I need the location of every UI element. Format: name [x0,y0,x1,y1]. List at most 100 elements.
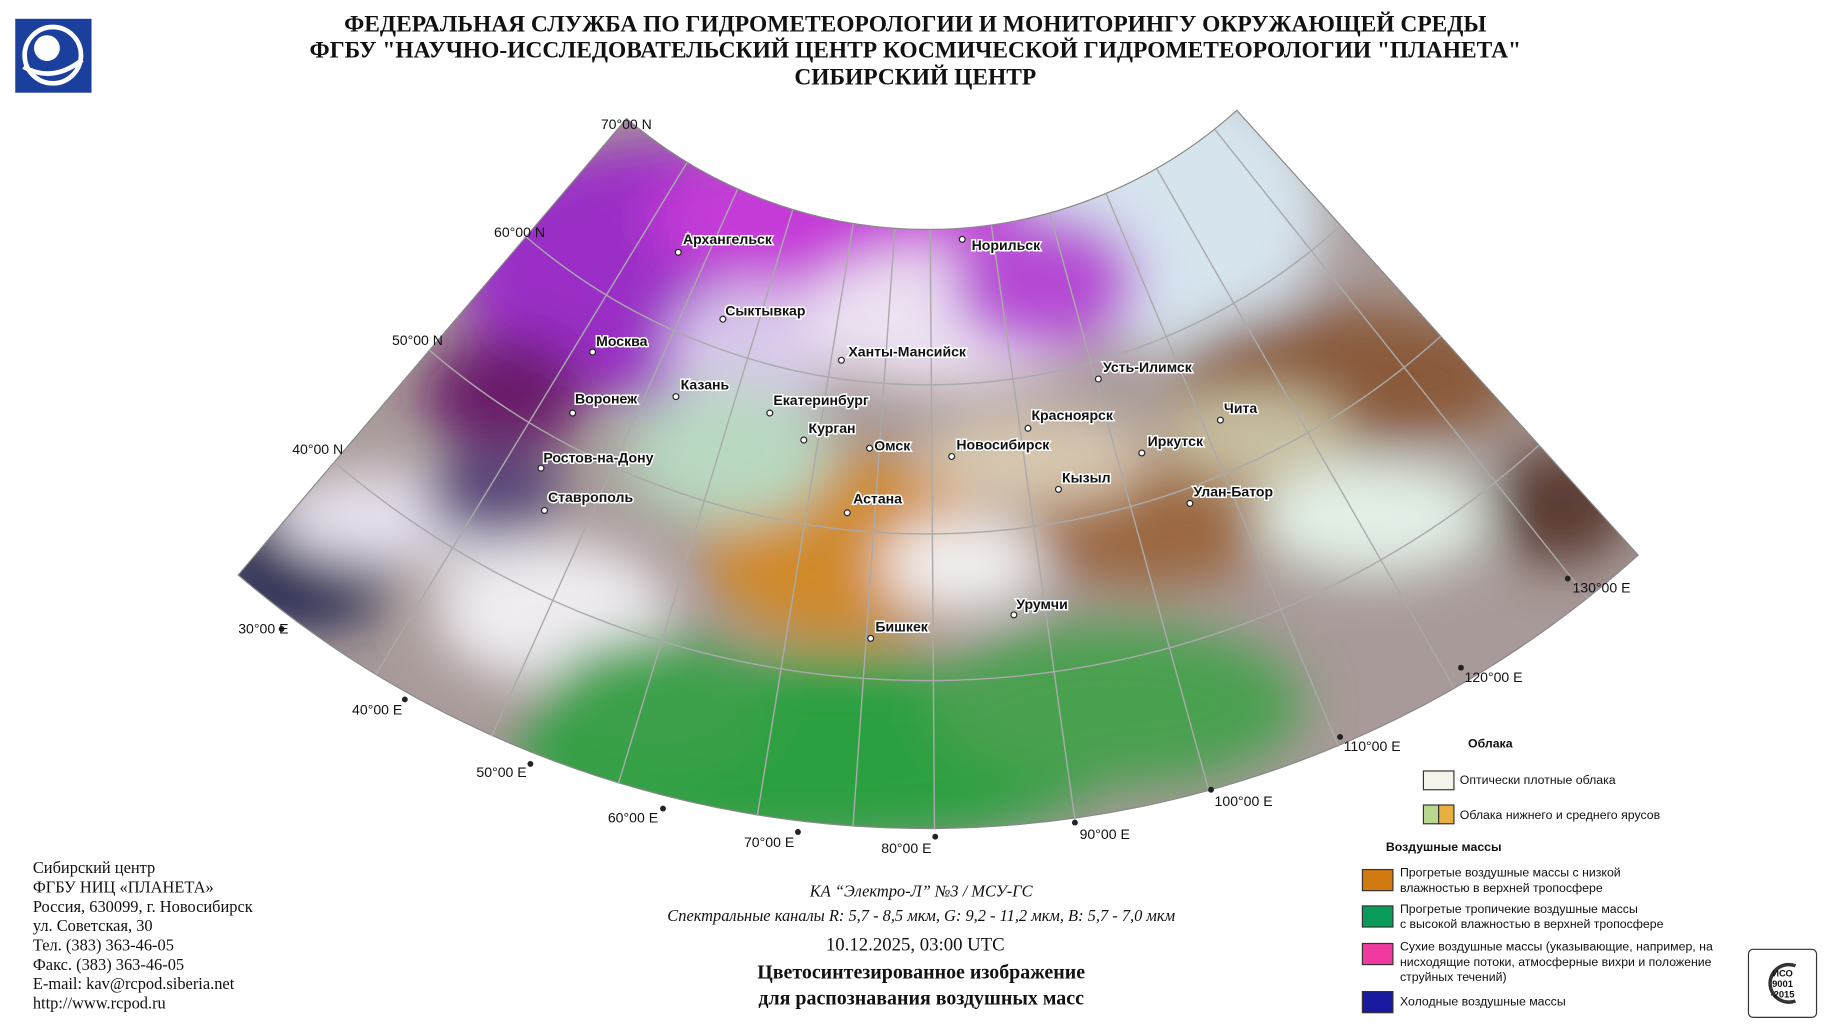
latitude-label: 40°00 N [292,441,343,457]
header-line: ФЕДЕРАЛЬНАЯ СЛУЖБА ПО ГИДРОМЕТЕОРОЛОГИИ … [344,12,1486,38]
city-dot [948,452,956,461]
graticule [333,129,1589,830]
contact-line: ФГБУ НИЦ «ПЛАНЕТА» [33,877,214,896]
header-line: СИБИРСКИЙ ЦЕНТР [794,64,1036,90]
parallel [525,225,1342,386]
city-label: Новосибирск [956,436,1050,452]
city-label: Красноярск [1031,407,1113,423]
legend-swatch [1361,868,1394,892]
header-line: ФГБУ "НАУЧНО-ИССЛЕДОВАТЕЛЬСКИЙ ЦЕНТР КОС… [310,37,1522,63]
city-label: Чита [1224,400,1257,416]
legend-swatch [1361,990,1394,1014]
air-mass-area [950,212,1139,354]
air-mass-area [539,634,775,776]
longitude-label: 80°00 E [881,840,931,856]
logo [15,18,92,93]
caption: КА “Электро-Л” №3 / МСУ-ГС Спектральные к… [667,882,1175,1010]
city-dot [837,356,845,364]
city-dot [674,248,682,256]
city-label: Иркутск [1148,433,1204,449]
city-label: Ростов-на-Дону [543,449,653,465]
latitude-label: 70°00 N [601,116,652,132]
certificate-text: ИСО [1772,968,1793,978]
city-dot [1024,424,1032,432]
contact-line: Факс. (383) 363-46-05 [33,955,184,974]
air-mass-area [1490,447,1632,565]
city-dot [719,315,727,323]
certificate-text: 9001 [1772,979,1793,989]
contact-line: ул. Советская, 30 [33,916,153,935]
city-label: Курган [809,420,856,436]
city-label: Усть-Илимск [1103,359,1193,375]
city-dot [1010,611,1018,619]
longitude-label: 70°00 E [744,834,794,850]
city-label: Воронеж [575,391,638,407]
satellite: КА “Электро-Л” №3 / МСУ-ГС [809,882,1034,901]
legend: Облака Оптически плотные облака Облака ниж… [1361,736,1713,1014]
longitude-dot [1071,819,1078,826]
city-dot [1138,449,1146,457]
air-mass-area [915,411,1150,506]
city-dot [540,506,549,514]
caption-title: Цветосинтезированное изображение [757,962,1085,984]
longitude-label: 40°00 E [352,702,402,718]
legend-label: струйных течений) [1400,970,1507,984]
contact-line: Сибирский центр [33,858,155,877]
city-label: Улан-Батор [1193,483,1273,499]
city-label: Архангельск [683,231,773,247]
city-label: Кызыл [1062,469,1111,485]
meridian [374,162,688,676]
city-dot [800,436,808,444]
longitude-dot [795,829,801,835]
certificate-text: -2015 [1771,989,1795,999]
legend-label: с высокой влажностью в верхней тропосфер… [1400,917,1664,931]
city-dot [958,235,966,243]
legend-label: Сухие воздушные массы (указывающие, напр… [1400,940,1713,954]
longitude-label: 120°00 E [1464,669,1522,685]
meridian [617,209,794,784]
city-label: Бишкек [875,618,928,634]
city-label: Сыктывкар [725,303,806,319]
longitude-label: 90°00 E [1080,826,1130,842]
longitude-dot [278,626,285,632]
meridian [1049,213,1210,792]
longitude-label: 100°00 E [1215,793,1273,809]
caption-title: для распознавания воздушных масс [758,987,1084,1009]
legend-label: Прогретые тропичекие воздушные массы [1400,902,1638,916]
longitude-dot [660,805,666,812]
contact-line: Тел. (383) 363-46-05 [33,936,174,955]
legend-swatch [1422,804,1440,825]
longitude-label: 30°00 E [238,621,288,637]
air-mass-area [422,447,564,541]
city-label: Ханты-Мансийск [848,344,967,360]
city-dot [867,634,875,642]
legend-swatch [1438,804,1455,825]
longitude-label: 110°00 E [1344,738,1401,754]
meridian [1214,129,1589,600]
contact-line: http://www.rcpod.ru [33,994,166,1013]
city-dot [1186,499,1194,507]
certificate [1747,948,1818,1018]
city-label: Астана [853,490,902,506]
legend-label: влажностью в верхней тропосфере [1400,881,1603,895]
parallel [333,444,1540,682]
legend-heading: Облака [1468,736,1513,750]
latitude-label: 60°00 N [494,224,545,240]
meridian [1105,193,1340,747]
city-label: Екатеринбург [773,392,869,408]
legend-swatch [1422,770,1455,791]
parallel [428,335,1442,535]
legend-label: Холодные воздушные массы [1400,995,1566,1009]
air-mass-area [880,517,1045,612]
city-dot [1216,416,1224,424]
city-label: Норильск [972,237,1041,253]
city-label: Ставрополь [548,489,633,505]
air-mass-area [422,335,587,453]
city-dot [537,464,545,472]
meridian [491,189,739,737]
air-mass-area [621,382,834,524]
city-label: Урумчи [1016,596,1068,612]
air-mass-area [1255,458,1491,577]
longitude-label: 130°00 E [1572,580,1630,596]
